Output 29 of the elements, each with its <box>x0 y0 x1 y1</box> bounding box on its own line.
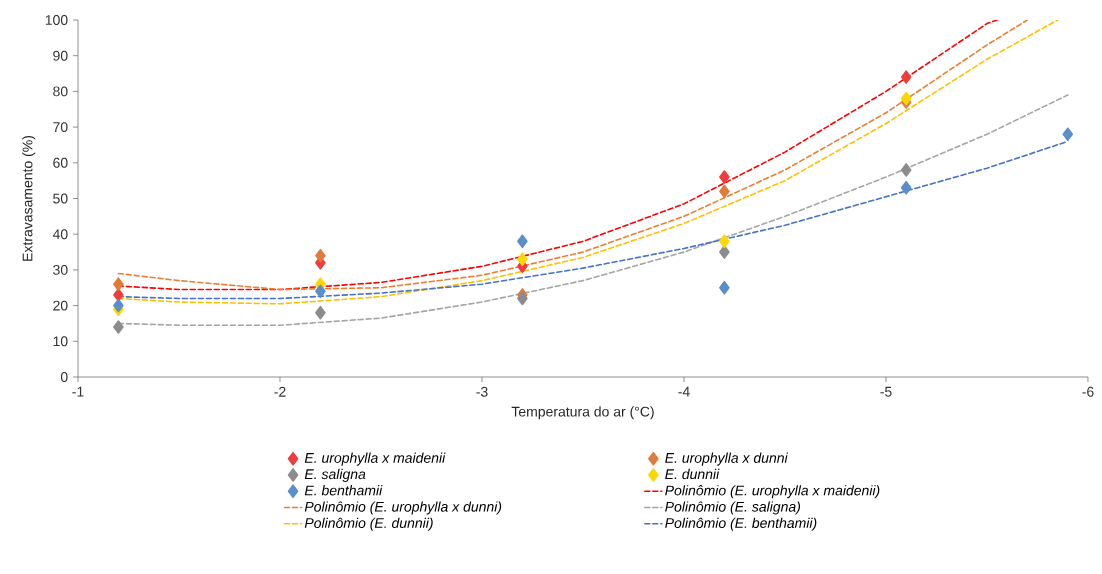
legend-label: E. urophylla x dunni <box>665 452 788 466</box>
x-tick-label: -2 <box>274 386 286 397</box>
y-tick-label: 30 <box>53 264 68 275</box>
y-tick-label: 0 <box>60 372 68 382</box>
y-tick-label: 100 <box>45 15 68 25</box>
legend-label: Polinômio (E. dunnii) <box>304 517 433 531</box>
x-tick-label: -1 <box>72 386 84 397</box>
legend-label: Polinômio (E. urophylla x dunni) <box>304 501 502 515</box>
x-tick-label: -6 <box>1082 386 1094 397</box>
x-axis-title: Temperatura do ar (°C) <box>511 406 654 420</box>
x-tick-label: -4 <box>678 386 690 397</box>
legend-label: E. saligna <box>304 468 366 482</box>
y-tick-label: 70 <box>53 122 68 133</box>
y-tick-label: 60 <box>53 157 68 168</box>
x-tick-label: -5 <box>880 386 892 397</box>
legend-label: Polinômio (E. urophylla x maidenii) <box>665 485 880 499</box>
legend-label: Polinômio (E. benthamii) <box>665 517 817 531</box>
x-tick-label: -3 <box>476 386 488 397</box>
y-tick-label: 10 <box>53 336 68 347</box>
legend-label: Polinômio (E. saligna) <box>665 501 801 515</box>
y-tick-label: 80 <box>53 86 68 97</box>
y-tick-label: 50 <box>53 193 68 204</box>
legend-label: E. benthamii <box>304 485 383 496</box>
y-tick-label: 90 <box>53 50 68 61</box>
legend-label: E. dunnii <box>665 468 720 480</box>
legend-label: E. urophylla x maidenii <box>304 452 446 466</box>
y-tick-label: 20 <box>53 300 68 311</box>
y-axis-title: Extravasamento (%) <box>22 135 36 261</box>
y-tick-label: 40 <box>52 229 68 240</box>
